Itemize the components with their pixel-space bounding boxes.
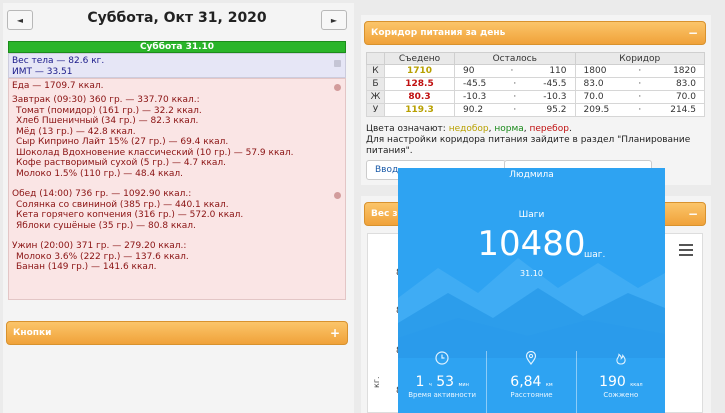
remaining-range: -10.3 · -10.3 <box>454 90 576 104</box>
remaining-range: 90 · 110 <box>454 64 576 78</box>
mountains-illustration <box>398 258 665 358</box>
table-row: Ж 80.3 -10.3 · -10.3 70.0 · 70.0 <box>366 90 706 104</box>
food-box: Еда — 1709.7 ккал. Завтрак (09:30) 360 г… <box>8 78 346 300</box>
user-name: Людмила <box>509 170 554 180</box>
eaten-value: 119.3 <box>384 103 455 117</box>
food-item: Молоко 3.6% (222 гр.) — 137.6 ккал. <box>16 251 189 262</box>
date-title: Суббота, Окт 31, 2020 <box>87 10 267 26</box>
corridor-note: Для настройки коридора питания зайдите в… <box>366 135 691 156</box>
food-item: Мёд (13 гр.) — 42.8 ккал. <box>16 126 136 137</box>
body-weight: Вес тела — 82.6 кг. <box>12 56 105 66</box>
food-item: Банан (149 гр.) — 141.6 ккал. <box>16 262 157 272</box>
expand-icon[interactable]: + <box>329 326 341 340</box>
day-bar[interactable]: Суббота 31.10 <box>8 41 346 53</box>
bmi: ИМТ — 33.51 <box>12 67 73 77</box>
legend-norm: норма <box>494 124 524 134</box>
legend-over: перебор <box>529 124 569 134</box>
food-item: Кофе растворимый сухой (5 гр.) — 4.7 кка… <box>16 158 227 168</box>
corridor-title: Коридор питания за день <box>371 28 506 38</box>
eaten-value: 80.3 <box>384 90 455 104</box>
corridor-range: 209.5 · 214.5 <box>574 103 706 117</box>
activity-stats: 1 ч 53 мин Время активности 6,84 км Расс… <box>398 350 665 413</box>
stat-distance: 6,84 км Расстояние <box>486 350 575 413</box>
meal-title: Обед (14:00) 736 гр. — 1092.90 ккал.: <box>12 189 192 199</box>
column-header-empty <box>366 52 385 65</box>
table-row: К 1710 90 · 110 1800 · 1820 <box>366 64 706 78</box>
meal-title: Завтрак (09:30) 360 гр. — 337.70 ккал.: <box>12 95 200 105</box>
eaten-value: 1710 <box>384 64 455 78</box>
menu-icon[interactable] <box>679 244 693 256</box>
food-item: Молоко 1.5% (110 гр.) — 48.4 ккал. <box>16 168 184 179</box>
corridor-panel-header[interactable]: Коридор питания за день − <box>364 21 706 45</box>
table-row: Б 128.5 -45.5 · -45.5 83.0 · 83.0 <box>366 77 706 91</box>
food-edit-icon[interactable] <box>334 84 341 91</box>
location-pin-icon <box>526 350 537 365</box>
food-item: Томат (помидор) (161 гр.) — 32.2 ккал. <box>16 105 202 116</box>
legend-under: недобор <box>448 124 489 134</box>
food-item: Кета горячего копчения (316 гр.) — 572.0… <box>16 210 244 220</box>
food-item: Хлеб Пшеничный (34 гр.) — 82.3 ккал. <box>16 116 199 126</box>
column-header: Съедено <box>384 52 455 65</box>
food-total: Еда — 1709.7 ккал. <box>12 81 104 91</box>
activity-screenshot: Людмила Шаги 10480 шаг. 31.10 1 ч 53 мин… <box>398 168 665 413</box>
buttons-panel-header[interactable]: Кнопки + <box>6 321 348 345</box>
corridor-range: 1800 · 1820 <box>574 64 706 78</box>
corridor-table: Съедено Осталось Коридор К 1710 90 · 110 1… <box>366 52 706 117</box>
stat-calories: 190 ккал Сожжено <box>575 351 665 413</box>
axis-unit-label: кг. <box>372 376 381 388</box>
corridor-range: 70.0 · 70.0 <box>574 90 706 104</box>
food-item: Сыр Киприно Лайт 15% (27 гр.) — 69.4 кка… <box>16 137 229 147</box>
food-item: Яблоки сушёные (35 гр.) — 80.8 ккал. <box>16 220 196 231</box>
edit-square-icon[interactable] <box>334 60 341 67</box>
stat-label: Время активности <box>408 391 477 399</box>
remaining-range: -45.5 · -45.5 <box>454 77 576 91</box>
meal-dinner[interactable]: Ужин (20:00) 371 гр. — 279.20 ккал.: Мол… <box>12 241 342 273</box>
column-header: Осталось <box>454 52 576 65</box>
stat-active-time: 1 ч 53 мин Время активности <box>398 351 486 413</box>
meal-title: Ужин (20:00) 371 гр. — 279.20 ккал.: <box>12 241 187 251</box>
weight-panel-title: Вес за <box>371 209 404 219</box>
food-item: Шоколад Вдохновение классический (10 гр.… <box>16 147 294 158</box>
stat-label: Сожжено <box>603 391 639 399</box>
clock-icon <box>435 351 449 365</box>
table-header-row: Съедено Осталось Коридор <box>366 52 706 65</box>
food-item: Солянка со свининой (385 гр.) — 440.1 кк… <box>16 199 229 210</box>
eaten-value: 128.5 <box>384 77 455 91</box>
steps-value: 10480 <box>477 224 586 264</box>
steps-date: 31.10 <box>520 269 543 278</box>
meal-edit-icon[interactable] <box>334 192 341 199</box>
steps-unit: шаг. <box>584 250 606 260</box>
meal-breakfast[interactable]: Завтрак (09:30) 360 гр. — 337.70 ккал.: … <box>12 95 342 179</box>
meal-lunch[interactable]: Обед (14:00) 736 гр. — 1092.90 ккал.: Со… <box>12 189 342 231</box>
next-day-button[interactable]: ► <box>321 10 347 30</box>
corridor-legend: Цвета означают: недобор, норма, перебор.… <box>366 124 706 157</box>
collapse-icon[interactable]: − <box>687 26 699 40</box>
row-label: Б <box>366 77 385 91</box>
row-label: Ж <box>366 90 385 104</box>
body-stats-box[interactable]: Вес тела — 82.6 кг. ИМТ — 33.51 <box>8 53 346 78</box>
corridor-range: 83.0 · 83.0 <box>574 77 706 91</box>
date-navigator: ◄ Суббота, Окт 31, 2020 ► <box>3 4 351 34</box>
steps-label: Шаги <box>518 210 545 220</box>
column-header: Коридор <box>574 52 706 65</box>
row-label: У <box>366 103 385 117</box>
buttons-panel-title: Кнопки <box>13 328 52 338</box>
stat-label: Расстояние <box>510 391 553 399</box>
remaining-range: 90.2 · 95.2 <box>454 103 576 117</box>
prev-day-button[interactable]: ◄ <box>7 10 33 30</box>
flame-icon <box>616 353 626 365</box>
row-label: К <box>366 64 385 78</box>
collapse-icon[interactable]: − <box>687 207 699 221</box>
table-row: У 119.3 90.2 · 95.2 209.5 · 214.5 <box>366 103 706 117</box>
